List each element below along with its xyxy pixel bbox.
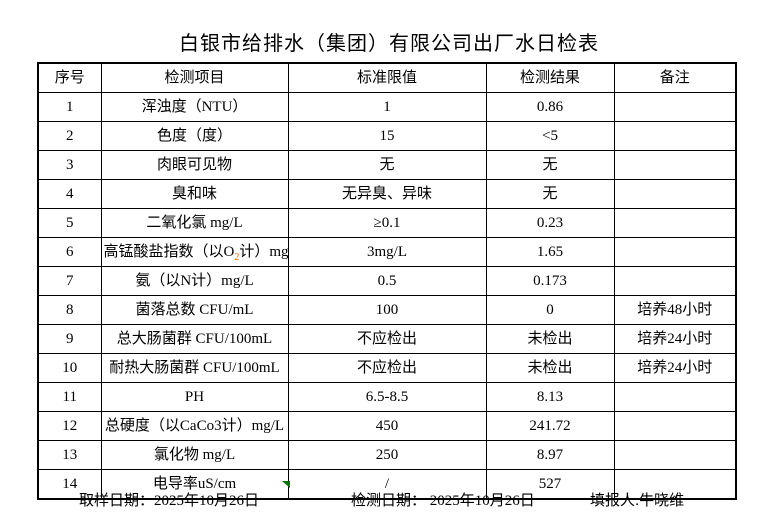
remarks-cell: [613, 92, 737, 122]
remarks-cell: [613, 411, 737, 441]
remarks-cell: [613, 469, 737, 500]
reporter-label: 填报人:牛晓维: [590, 493, 685, 509]
remarks-cell: 培养48小时: [613, 295, 737, 325]
test-result-cell: 8.97: [485, 440, 615, 470]
test-item-cell: 氨（以N计）mg/L: [100, 266, 289, 296]
table-row: 7 氨（以N计）mg/L 0.5 0.173: [37, 266, 737, 296]
test-item-cell: PH: [100, 382, 289, 412]
table-row: 11 PH 6.5-8.5 8.13: [37, 382, 737, 412]
test-result-cell: 1.65: [485, 237, 615, 267]
test-result-cell: 0.23: [485, 208, 615, 238]
standard-limit-cell: 3mg/L: [287, 237, 487, 267]
standard-limit-cell: 100: [287, 295, 487, 325]
remarks-cell: [613, 179, 737, 209]
standard-limit-cell: 不应检出: [287, 353, 487, 383]
table-row: 10 耐热大肠菌群 CFU/100mL 不应检出 未检出 培养24小时: [37, 353, 737, 383]
test-result-cell: 0.173: [485, 266, 615, 296]
remarks-cell: [613, 382, 737, 412]
serial-number-cell: 2: [37, 121, 102, 151]
table-row: 2 色度（度） 15 <5: [37, 121, 737, 151]
standard-limit-cell: 15: [287, 121, 487, 151]
test-item-cell: 电导率uS/cm: [100, 469, 289, 500]
header-test-item: 检测项目: [100, 62, 289, 93]
test-result-cell: 未检出: [485, 353, 615, 383]
excel-fill-handle-icon: [282, 481, 290, 488]
test-result-cell: 527: [485, 469, 615, 500]
table-row: 1 浑浊度（NTU） 1 0.86: [37, 92, 737, 122]
table-row: 14 电导率uS/cm/527: [37, 469, 737, 500]
table-row: 3 肉眼可见物无无: [37, 150, 737, 180]
standard-limit-cell: 0.5: [287, 266, 487, 296]
serial-number-cell: 6: [37, 237, 102, 267]
standard-limit-cell: 无异臭、异味: [287, 179, 487, 209]
test-item-text: 计）mg/L: [239, 243, 288, 260]
test-result-cell: 未检出: [485, 324, 615, 354]
header-test-result: 检测结果: [485, 62, 615, 93]
page-title: 白银市给排水（集团）有限公司出厂水日检表: [179, 33, 599, 55]
test-result-cell: 0.86: [485, 92, 615, 122]
table-row: 12 总硬度（以CaCo3计）mg/L 450 241.72: [37, 411, 737, 441]
test-item-cell: 二氧化氯 mg/L: [100, 208, 289, 238]
serial-number-cell: 13: [37, 440, 102, 470]
test-item-cell: 总硬度（以CaCo3计）mg/L: [100, 411, 289, 441]
serial-number-cell: 14: [37, 469, 102, 500]
chemical-subscript: 2: [234, 251, 240, 263]
serial-number-cell: 9: [37, 324, 102, 354]
serial-number-cell: 8: [37, 295, 102, 325]
standard-limit-cell: 6.5-8.5: [287, 382, 487, 412]
standard-limit-cell: 450: [287, 411, 487, 441]
table-row: 13 氯化物 mg/L 250 8.97: [37, 440, 737, 470]
header-serial-number: 序号: [37, 62, 102, 93]
serial-number-cell: 5: [37, 208, 102, 238]
test-item-cell: 菌落总数 CFU/mL: [100, 295, 289, 325]
remarks-cell: 培养24小时: [613, 353, 737, 383]
header-remarks: 备注: [613, 62, 737, 93]
standard-limit-cell: ≥0.1: [287, 208, 487, 238]
test-item-cell: 色度（度）: [100, 121, 289, 151]
standard-limit-cell: 不应检出: [287, 324, 487, 354]
test-result-cell: <5: [485, 121, 615, 151]
test-item-cell: 浑浊度（NTU）: [100, 92, 289, 122]
remarks-cell: [613, 150, 737, 180]
table-row: 5 二氧化氯 mg/L ≥0.1 0.23: [37, 208, 737, 238]
test-item-text: 高锰酸盐指数（以O: [103, 243, 235, 260]
remarks-cell: [613, 121, 737, 151]
sampling-date-label: 取样日期：2025年10月26日: [79, 493, 260, 509]
serial-number-cell: 12: [37, 411, 102, 441]
test-result-cell: 无: [485, 150, 615, 180]
standard-limit-cell: 无: [287, 150, 487, 180]
header-row: 序号 检测项目 标准限值 检测结果 备注: [37, 62, 737, 93]
test-item-cell: 氯化物 mg/L: [100, 440, 289, 470]
test-item-cell: 肉眼可见物: [100, 150, 289, 180]
test-item-cell: 耐热大肠菌群 CFU/100mL: [100, 353, 289, 383]
standard-limit-cell: 250: [287, 440, 487, 470]
remarks-cell: [613, 440, 737, 470]
remarks-cell: 培养24小时: [613, 324, 737, 354]
serial-number-cell: 3: [37, 150, 102, 180]
serial-number-cell: 1: [37, 92, 102, 122]
standard-limit-cell: 1: [287, 92, 487, 122]
serial-number-cell: 10: [37, 353, 102, 383]
serial-number-cell: 4: [37, 179, 102, 209]
table-row: 9 总大肠菌群 CFU/100mL 不应检出 未检出 培养24小时: [37, 324, 737, 354]
table-row: 4 臭和味 无异臭、异味无: [37, 179, 737, 209]
remarks-cell: [613, 208, 737, 238]
test-result-cell: 无: [485, 179, 615, 209]
remarks-cell: [613, 237, 737, 267]
water-inspection-table: 序号 检测项目 标准限值 检测结果 备注 1 浑浊度（NTU） 1 0.86 2 色度（度…: [37, 62, 737, 500]
test-result-cell: 8.13: [485, 382, 615, 412]
test-result-cell: 241.72: [485, 411, 615, 441]
test-item-cell: 高锰酸盐指数（以O2计）mg/L: [100, 237, 289, 267]
header-standard-limit: 标准限值: [287, 62, 487, 93]
test-result-cell: 0: [485, 295, 615, 325]
serial-number-cell: 7: [37, 266, 102, 296]
remarks-cell: [613, 266, 737, 296]
serial-number-cell: 11: [37, 382, 102, 412]
test-item-cell: 总大肠菌群 CFU/100mL: [100, 324, 289, 354]
test-item-cell: 臭和味: [100, 179, 289, 209]
table-row: 8 菌落总数 CFU/mL 100 0 培养48小时: [37, 295, 737, 325]
testing-date-label: 检测日期： 2025年10月26日: [351, 493, 535, 509]
